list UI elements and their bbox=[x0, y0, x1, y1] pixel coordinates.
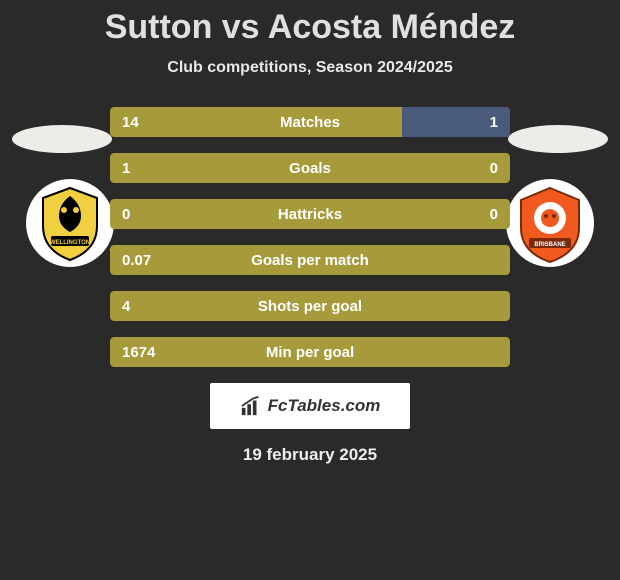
footer-badge: FcTables.com bbox=[210, 383, 410, 429]
svg-text:WELLINGTON: WELLINGTON bbox=[50, 240, 90, 246]
stats-panel: 14Matches11Goals00Hattricks00.07Goals pe… bbox=[110, 107, 510, 367]
stat-row: 1674Min per goal bbox=[110, 337, 510, 367]
page-title: Sutton vs Acosta Méndez bbox=[0, 8, 620, 47]
team-badge-left: WELLINGTON bbox=[25, 178, 115, 268]
stat-name: Hattricks bbox=[110, 199, 510, 229]
stat-value-right: 0 bbox=[490, 153, 498, 183]
infographic-container: Sutton vs Acosta Méndez Club competition… bbox=[0, 0, 620, 580]
stat-row: 4Shots per goal bbox=[110, 291, 510, 321]
shadow-ellipse-left bbox=[12, 125, 112, 153]
stat-row: 0.07Goals per match bbox=[110, 245, 510, 275]
team-badge-right: BRISBANE bbox=[505, 178, 595, 268]
subtitle: Club competitions, Season 2024/2025 bbox=[0, 59, 620, 77]
stat-value-right: 1 bbox=[490, 107, 498, 137]
stat-name: Goals bbox=[110, 153, 510, 183]
brisbane-roar-icon: BRISBANE bbox=[505, 178, 595, 268]
stat-name: Goals per match bbox=[110, 245, 510, 275]
stat-value-right: 0 bbox=[490, 199, 498, 229]
stat-row: 1Goals0 bbox=[110, 153, 510, 183]
stat-name: Matches bbox=[110, 107, 510, 137]
stat-name: Shots per goal bbox=[110, 291, 510, 321]
chart-icon bbox=[240, 395, 262, 417]
date-label: 19 february 2025 bbox=[0, 445, 620, 465]
stat-name: Min per goal bbox=[110, 337, 510, 367]
svg-text:BRISBANE: BRISBANE bbox=[534, 242, 565, 248]
wellington-phoenix-icon: WELLINGTON bbox=[25, 178, 115, 268]
stat-row: 0Hattricks0 bbox=[110, 199, 510, 229]
shadow-ellipse-right bbox=[508, 125, 608, 153]
footer-label: FcTables.com bbox=[268, 396, 381, 416]
stat-row: 14Matches1 bbox=[110, 107, 510, 137]
